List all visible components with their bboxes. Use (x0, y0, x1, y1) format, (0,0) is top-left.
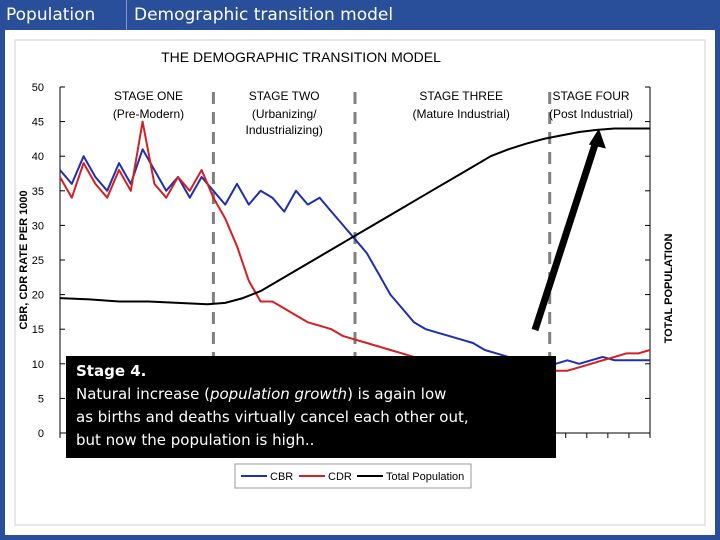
legend-entry: CBR (270, 471, 293, 483)
demographic-transition-chart: THE DEMOGRAPHIC TRANSITION MODEL 0 5 10 15 20… (14, 39, 706, 526)
tab-demographic-transition-model[interactable]: Demographic transition model (134, 5, 394, 25)
stage-sublabel: (Post Industrial) (549, 107, 633, 121)
caption-line-3: but now the population is high.. (76, 431, 315, 449)
y-tick-label: 0 (38, 428, 44, 440)
header-bar: Population Demographic transition model (0, 0, 720, 30)
caption-line-1-end: ) is again low (347, 385, 447, 403)
stage-label: STAGE FOUR (552, 89, 629, 103)
tab-separator (126, 0, 127, 30)
y-axis-label: CBR, CDR RATE PER 1000 (18, 190, 30, 329)
tab-population[interactable]: Population (6, 5, 96, 25)
series-line-total-population (59, 127, 650, 306)
y-tick-label: 40 (32, 151, 44, 163)
y-tick-label: 35 (32, 186, 44, 198)
caption-heading: Stage 4. (76, 362, 147, 380)
y-tick-label: 50 (32, 82, 44, 94)
caption-line-2: as births and deaths virtually cancel ea… (76, 408, 469, 426)
stage-label: STAGE THREE (419, 89, 503, 103)
stage-label: STAGE TWO (249, 89, 320, 103)
stage-sublabel: (Urbanizing/ (252, 107, 317, 121)
legend-entry: Total Population (386, 471, 464, 483)
caption-line-1: Natural increase (population growth) is … (76, 383, 556, 406)
y-axis-label-right: TOTAL POPULATION (663, 234, 675, 344)
y-tick-label: 20 (32, 290, 44, 302)
stage-sublabel: (Mature Industrial) (413, 107, 510, 121)
y-tick-label: 45 (32, 117, 44, 129)
annotation-arrow-shaft (531, 137, 601, 332)
legend-entry: CDR (328, 471, 352, 483)
stage-sublabel-2: Industrializing) (246, 123, 323, 137)
y-tick-label: 30 (32, 220, 44, 232)
stage-four-caption: Stage 4. Natural increase (population gr… (66, 356, 556, 458)
y-tick-label: 15 (32, 324, 44, 336)
stage-sublabel: (Pre-Modern) (113, 107, 184, 121)
caption-line-1-start: Natural increase ( (76, 385, 210, 403)
slide-panel: THE DEMOGRAPHIC TRANSITION MODEL 0 5 10 15 20… (5, 30, 715, 535)
stage-label: STAGE ONE (114, 89, 183, 103)
chart-title: THE DEMOGRAPHIC TRANSITION MODEL (161, 49, 441, 65)
caption-line-1-italic: population growth (209, 385, 348, 403)
y-tick-label: 25 (32, 255, 44, 267)
annotation-arrow-head (588, 128, 606, 149)
y-tick-label: 10 (32, 359, 44, 371)
legend-box (234, 463, 472, 489)
y-tick-label: 5 (38, 393, 44, 405)
